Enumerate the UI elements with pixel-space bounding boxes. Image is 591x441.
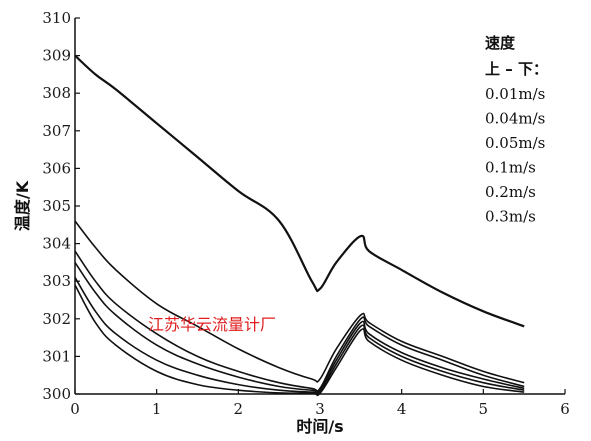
- legend-entries: 0.01m/s 0.04m/s 0.05m/s 0.1m/s 0.2m/s 0.3m/s: [485, 85, 545, 226]
- series-line-6: [74, 284, 525, 397]
- x-tick-label: 3: [315, 400, 325, 418]
- y-tick-label: 304: [42, 235, 71, 253]
- x-tick-label: 2: [234, 400, 244, 418]
- watermark-text: 江苏华云流量计厂: [148, 315, 276, 334]
- legend-entry: 0.04m/s: [485, 110, 545, 128]
- x-axis-label: 时间/s: [296, 417, 343, 436]
- legend-entry: 0.05m/s: [485, 134, 545, 152]
- series-line-3: [74, 250, 525, 392]
- series-group: [74, 54, 525, 397]
- series-line-4: [74, 261, 525, 394]
- x-tick-label: 5: [479, 400, 489, 418]
- x-tick-label: 4: [397, 400, 407, 418]
- legend-title: 速度: [485, 34, 516, 52]
- x-tick-label: 1: [152, 400, 162, 418]
- legend-entry: 0.01m/s: [485, 85, 545, 103]
- legend-entry: 0.2m/s: [485, 183, 536, 201]
- y-tick-label: 302: [42, 310, 71, 328]
- legend-entry: 0.1m/s: [485, 159, 536, 177]
- y-tick-label: 309: [42, 47, 71, 65]
- legend: 速度 上 – 下： 0.01m/s 0.04m/s 0.05m/s 0.1m/s 0.2…: [485, 34, 548, 226]
- y-tick-label: 308: [42, 84, 71, 102]
- y-tick-label: 301: [42, 347, 71, 365]
- legend-subtitle: 上 – 下：: [485, 60, 548, 78]
- y-tick-label: 306: [42, 159, 71, 177]
- y-tick-label: 300: [42, 385, 71, 403]
- y-tick-label: 307: [42, 122, 71, 140]
- series-line-2: [74, 220, 525, 384]
- y-tick-label: 303: [42, 272, 71, 290]
- x-tick-label: 0: [70, 400, 80, 418]
- series-line-1: [74, 54, 525, 328]
- legend-entry: 0.3m/s: [485, 208, 536, 226]
- y-tick-label: 310: [42, 9, 71, 27]
- y-tick-label: 305: [42, 197, 71, 215]
- y-axis-label: 温度/K: [13, 180, 32, 232]
- y-ticks: 300 301 302 303 304 305 306 307 308 309 310: [42, 9, 80, 403]
- x-tick-label: 6: [560, 400, 570, 418]
- x-ticks: 0 1 2 3 4 5 6: [70, 389, 570, 418]
